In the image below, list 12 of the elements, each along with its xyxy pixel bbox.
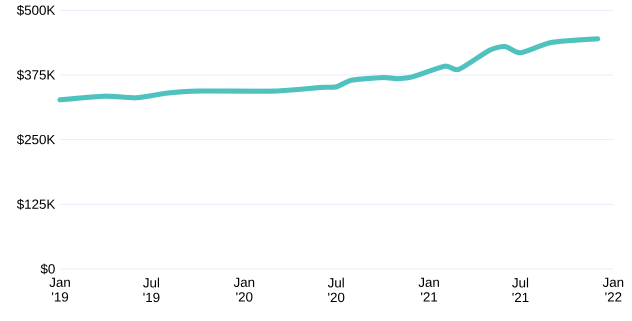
x-tick-label: Jul '20: [328, 278, 344, 302]
y-tick-label: $125K: [16, 198, 56, 210]
x-tick-label: Jan '20: [234, 278, 254, 302]
x-tick-label: Jan '19: [49, 278, 70, 302]
x-tick-label: Jul '19: [143, 278, 160, 302]
y-tick-label: $0: [40, 264, 55, 274]
x-tick-label: Jul '21: [512, 278, 528, 302]
x-tick-label: Jan '22: [602, 278, 624, 302]
y-tick-label: $250K: [16, 134, 56, 146]
y-tick-label: $375K: [16, 70, 56, 80]
y-tick-label: $500K: [16, 4, 56, 16]
x-tick-label: Jan '21: [418, 278, 439, 302]
